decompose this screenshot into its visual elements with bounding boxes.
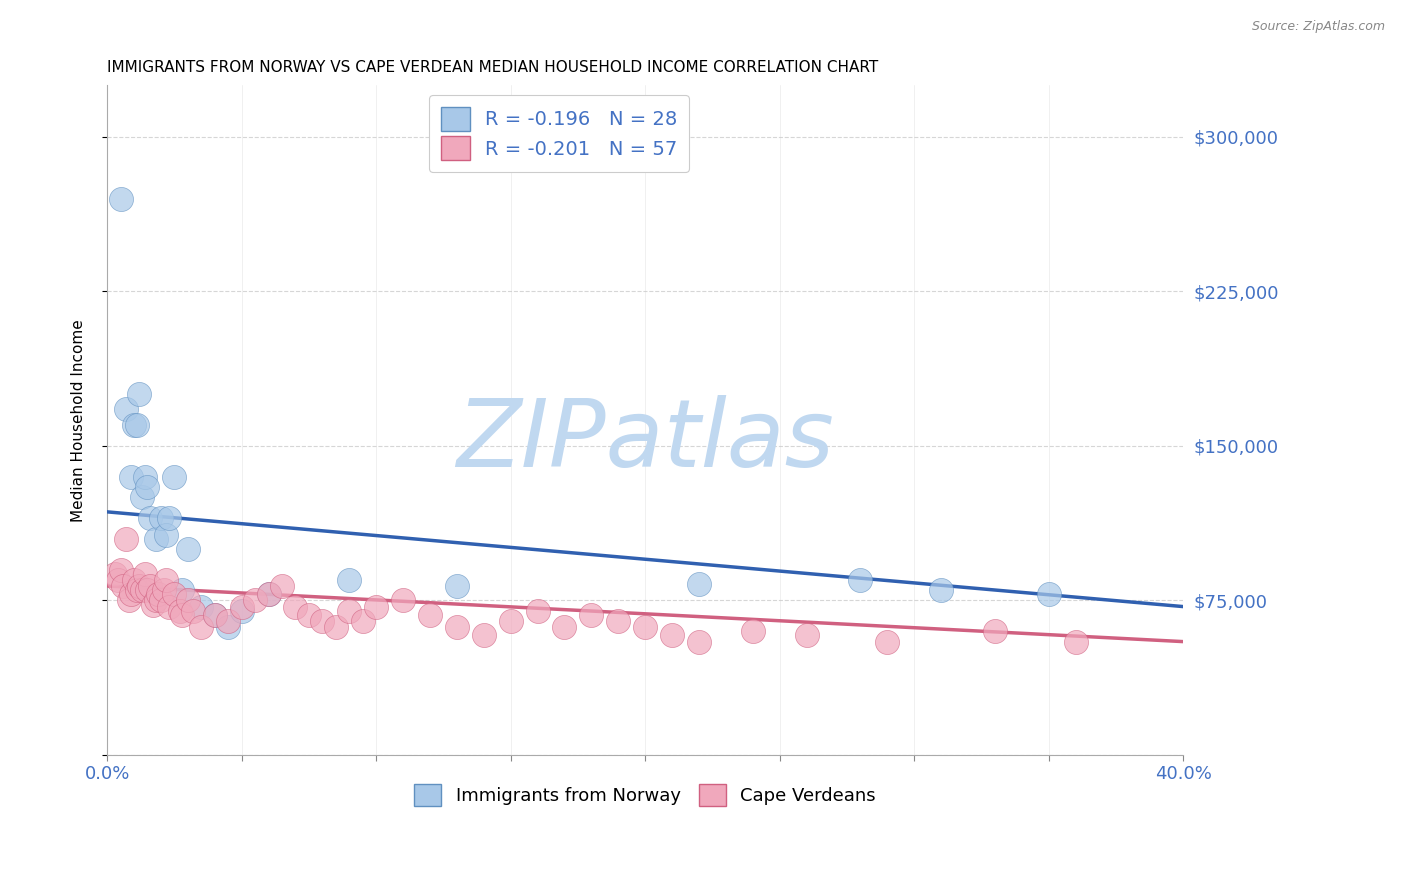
Point xyxy=(115,532,138,546)
Point xyxy=(134,470,156,484)
Point xyxy=(876,634,898,648)
Text: IMMIGRANTS FROM NORWAY VS CAPE VERDEAN MEDIAN HOUSEHOLD INCOME CORRELATION CHART: IMMIGRANTS FROM NORWAY VS CAPE VERDEAN M… xyxy=(107,60,879,75)
Point xyxy=(134,566,156,581)
Point xyxy=(122,418,145,433)
Point xyxy=(125,418,148,433)
Point xyxy=(607,614,630,628)
Point xyxy=(231,599,253,614)
Point xyxy=(163,587,186,601)
Point xyxy=(148,587,170,601)
Point xyxy=(163,470,186,484)
Point xyxy=(190,599,212,614)
Point xyxy=(446,620,468,634)
Point xyxy=(145,593,167,607)
Point xyxy=(581,607,603,622)
Point xyxy=(984,624,1007,639)
Y-axis label: Median Household Income: Median Household Income xyxy=(72,318,86,522)
Point xyxy=(366,599,388,614)
Text: ZIPatlas: ZIPatlas xyxy=(457,395,834,486)
Point xyxy=(553,620,575,634)
Point xyxy=(257,587,280,601)
Point xyxy=(325,620,347,634)
Point xyxy=(131,583,153,598)
Point xyxy=(110,562,132,576)
Point xyxy=(149,511,172,525)
Point xyxy=(217,620,239,634)
Point xyxy=(157,599,180,614)
Point xyxy=(136,480,159,494)
Point xyxy=(172,583,194,598)
Point xyxy=(392,593,415,607)
Point xyxy=(149,593,172,607)
Point xyxy=(117,593,139,607)
Point xyxy=(112,579,135,593)
Point xyxy=(177,593,200,607)
Point xyxy=(661,628,683,642)
Point xyxy=(298,607,321,622)
Point xyxy=(472,628,495,642)
Point xyxy=(110,192,132,206)
Point xyxy=(131,491,153,505)
Point xyxy=(107,573,129,587)
Point xyxy=(128,387,150,401)
Point xyxy=(337,604,360,618)
Point xyxy=(446,579,468,593)
Point xyxy=(128,579,150,593)
Point xyxy=(181,604,204,618)
Point xyxy=(120,470,142,484)
Point xyxy=(217,614,239,628)
Point xyxy=(145,532,167,546)
Point xyxy=(177,541,200,556)
Point xyxy=(796,628,818,642)
Point xyxy=(139,511,162,525)
Point xyxy=(1038,587,1060,601)
Point xyxy=(152,583,174,598)
Point xyxy=(849,573,872,587)
Point xyxy=(204,607,226,622)
Point xyxy=(122,573,145,587)
Text: Source: ZipAtlas.com: Source: ZipAtlas.com xyxy=(1251,20,1385,33)
Point xyxy=(231,604,253,618)
Point xyxy=(337,573,360,587)
Point xyxy=(311,614,333,628)
Point xyxy=(190,620,212,634)
Point xyxy=(688,634,710,648)
Point xyxy=(284,599,307,614)
Point xyxy=(139,579,162,593)
Point xyxy=(526,604,548,618)
Point xyxy=(499,614,522,628)
Point xyxy=(104,566,127,581)
Point xyxy=(741,624,763,639)
Point xyxy=(155,573,177,587)
Point xyxy=(172,607,194,622)
Legend: Immigrants from Norway, Cape Verdeans: Immigrants from Norway, Cape Verdeans xyxy=(408,776,883,813)
Point xyxy=(688,577,710,591)
Point xyxy=(120,587,142,601)
Point xyxy=(634,620,657,634)
Point xyxy=(125,583,148,598)
Point xyxy=(257,587,280,601)
Point xyxy=(1064,634,1087,648)
Point xyxy=(271,579,294,593)
Point xyxy=(155,527,177,541)
Point xyxy=(204,607,226,622)
Point xyxy=(929,583,952,598)
Point xyxy=(136,583,159,598)
Point xyxy=(115,401,138,416)
Point xyxy=(157,511,180,525)
Point xyxy=(419,607,441,622)
Point xyxy=(352,614,374,628)
Point xyxy=(142,598,165,612)
Point xyxy=(243,593,266,607)
Point xyxy=(169,604,191,618)
